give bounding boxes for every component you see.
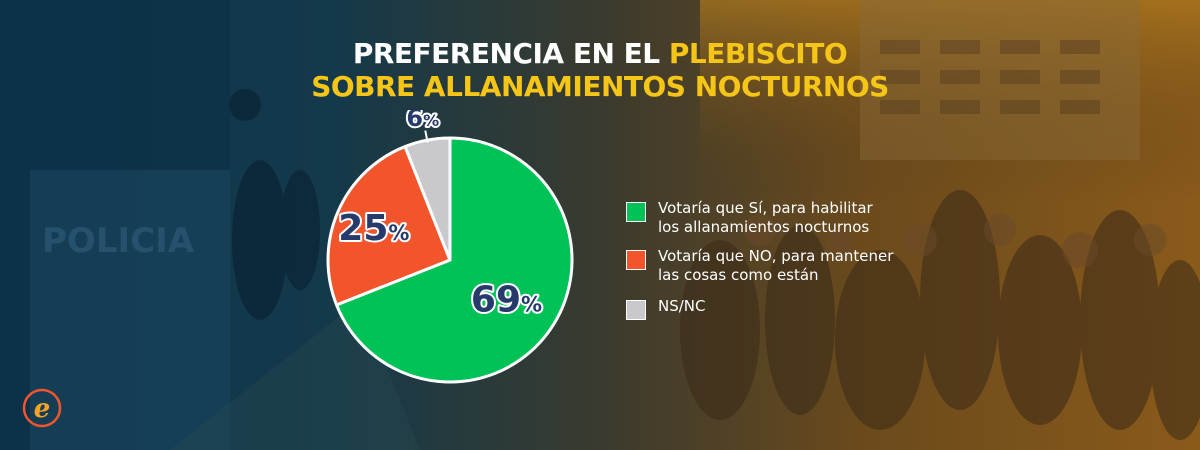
leader-line-nsnc — [424, 130, 429, 143]
slice-label-si: 69% — [471, 279, 542, 320]
legend-swatch-nsnc — [626, 300, 646, 320]
pie-slice-si — [335, 136, 574, 384]
title-line2-text: SOBRE ALLANAMIENTOS NOCTURNOS — [311, 70, 889, 103]
legend-swatch-si — [626, 202, 646, 222]
slice-label-no: 25% — [338, 208, 409, 249]
legend-swatch-no — [626, 250, 646, 270]
legend-label-no-line1: Votaría que NO, para mantener — [658, 247, 894, 265]
legend-label-no: Votaría que NO, para mantener las cosas … — [658, 247, 928, 285]
logo-letter: e — [34, 394, 51, 424]
title-yellow-part: PLEBISCITO — [668, 37, 848, 70]
chart-title-line2: SOBRE ALLANAMIENTOS NOCTURNOS — [0, 70, 1200, 104]
legend-label-nsnc-line1: NS/NC — [658, 297, 706, 315]
background-sign-text: POLICIA — [42, 221, 195, 261]
chart-title-line1: PREFERENCIA EN EL PLEBISCITO — [0, 37, 1200, 71]
legend-label-si-line2: los allanamientos nocturnos — [658, 218, 870, 236]
e-logo-icon: e — [22, 388, 62, 428]
legend-label-si: Votaría que Sí, para habilitar los allan… — [658, 199, 928, 237]
title-white-part: PREFERENCIA EN EL — [352, 37, 669, 70]
legend-label-nsnc: NS/NC — [658, 297, 928, 316]
slice-label-nsnc: 6% — [406, 110, 439, 132]
legend-label-si-line1: Votaría que Sí, para habilitar — [658, 199, 873, 217]
legend-label-no-line2: las cosas como están — [658, 266, 819, 284]
pie-chart: 69% 25% 6% — [326, 110, 574, 384]
